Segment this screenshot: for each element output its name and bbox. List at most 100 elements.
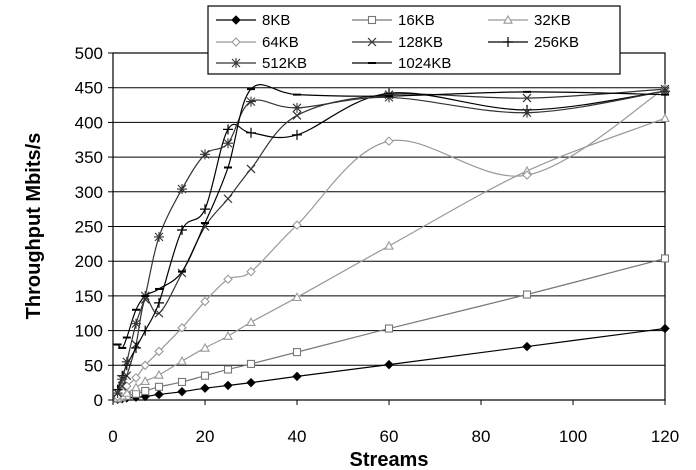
point-512kb-12 — [522, 107, 532, 118]
point-32kb-10 — [292, 292, 302, 302]
y-tick-label-3: 150 — [75, 287, 103, 306]
point-16kb-6 — [177, 377, 187, 387]
point-16kb-8 — [223, 365, 233, 374]
point-64kb-12 — [522, 170, 532, 180]
point-32kb-8 — [223, 331, 233, 340]
point-32kb-4 — [140, 376, 151, 386]
point-128kb-5 — [154, 308, 164, 318]
series-line-512kb — [117, 90, 666, 394]
point-512kb-5 — [154, 231, 164, 242]
y-tick-label-10: 500 — [75, 44, 103, 63]
point-512kb-11 — [384, 92, 394, 103]
point-16kb-9 — [246, 359, 256, 368]
y-tick-label-2: 100 — [75, 322, 103, 341]
legend-label-512kb: 512KB — [262, 55, 307, 72]
point-512kb-3 — [131, 318, 141, 329]
point-32kb-7 — [200, 342, 210, 352]
point-16kb-3 — [131, 389, 141, 398]
point-8kb-10 — [292, 371, 302, 382]
point-128kb-8 — [223, 194, 233, 204]
point-64kb-8 — [223, 274, 233, 285]
point-8kb-9 — [246, 377, 256, 388]
legend-label-256kb: 256KB — [534, 34, 579, 51]
series-line-128kb — [117, 88, 666, 394]
y-tick-label-9: 450 — [75, 79, 103, 98]
x-tick-label-6: 120 — [651, 427, 679, 446]
point-32kb-3 — [131, 382, 141, 392]
y-tick-label-4: 200 — [75, 252, 103, 271]
y-tick-label-0: 0 — [94, 391, 103, 410]
point-64kb-11 — [384, 136, 394, 146]
x-tick-label-1: 20 — [196, 427, 215, 446]
point-256kb-10 — [292, 129, 302, 140]
point-64kb-3 — [131, 373, 141, 383]
point-256kb-5 — [154, 297, 164, 308]
point-64kb-7 — [200, 296, 210, 307]
point-512kb-1 — [117, 374, 128, 385]
legend-marker-64kb — [231, 37, 241, 47]
point-16kb-12 — [522, 290, 532, 299]
x-tick-label-0: 0 — [108, 427, 117, 446]
point-512kb-10 — [292, 102, 302, 113]
legend: 8KB 16KB 32KB 64KB 128KB 256KB 512KB 1024KB — [207, 5, 621, 75]
point-8kb-7 — [200, 383, 210, 393]
point-16kb-4 — [141, 386, 150, 396]
point-256kb-7 — [200, 204, 210, 215]
y-tick-label-7: 350 — [75, 148, 103, 167]
point-128kb-10 — [292, 111, 302, 120]
y-tick-label-8: 400 — [75, 113, 103, 132]
legend-label-1024kb: 1024KB — [398, 55, 451, 72]
y-axis-title: Throughput Mbits/s — [23, 133, 45, 320]
x-axis-title: Streams — [350, 449, 429, 470]
point-256kb-4 — [140, 325, 151, 336]
point-8kb-5 — [154, 389, 164, 400]
point-16kb-10 — [292, 348, 302, 357]
point-8kb-11 — [384, 359, 394, 370]
point-512kb-8 — [223, 138, 233, 149]
legend-marker-128kb — [367, 37, 377, 47]
legend-marker-8kb — [231, 15, 241, 25]
point-32kb-5 — [154, 369, 164, 379]
point-256kb-6 — [177, 224, 187, 235]
point-8kb-8 — [223, 380, 233, 391]
point-64kb-6 — [177, 323, 187, 333]
legend-marker-256kb — [503, 37, 513, 47]
legend-label-8kb: 8KB — [262, 12, 290, 29]
legend-label-128kb: 128KB — [398, 34, 443, 51]
x-tick-label-5: 100 — [559, 427, 587, 446]
x-tick-label-2: 40 — [288, 427, 307, 446]
point-8kb-13 — [660, 323, 670, 334]
point-32kb-9 — [246, 317, 256, 327]
point-8kb-12 — [522, 341, 532, 352]
point-64kb-5 — [154, 346, 164, 357]
point-32kb-13 — [660, 113, 670, 122]
legend-label-64kb: 64KB — [262, 34, 299, 51]
y-tick-label-6: 300 — [75, 183, 103, 202]
point-32kb-6 — [177, 356, 187, 365]
x-tick-label-4: 80 — [472, 427, 491, 446]
point-256kb-9 — [246, 127, 256, 138]
legend-label-32kb: 32KB — [534, 12, 571, 29]
point-512kb-2 — [121, 356, 132, 367]
legend-marker-16kb — [367, 15, 377, 25]
point-8kb-6 — [177, 386, 187, 397]
point-16kb-13 — [660, 254, 670, 263]
legend-box — [207, 5, 621, 75]
y-tick-label-5: 250 — [75, 218, 103, 237]
series-line-256kb — [117, 90, 666, 390]
point-128kb-1 — [117, 381, 127, 391]
point-512kb-0 — [112, 388, 123, 399]
point-256kb-3 — [131, 342, 141, 353]
point-512kb-7 — [200, 149, 210, 160]
legend-label-16kb: 16KB — [398, 12, 435, 29]
point-128kb-9 — [246, 164, 256, 174]
axis-ticks: 0 50 100 150 200 250 300 350 400 450 500 0 20 40 60 80 1… — [75, 44, 680, 446]
point-32kb-11 — [384, 240, 394, 250]
x-tick-label-3: 60 — [380, 427, 399, 446]
y-tick-label-1: 50 — [84, 356, 103, 375]
series-markers — [112, 83, 670, 405]
point-512kb-6 — [177, 184, 187, 195]
point-64kb-10 — [292, 220, 302, 230]
series-line-64kb — [117, 87, 666, 397]
